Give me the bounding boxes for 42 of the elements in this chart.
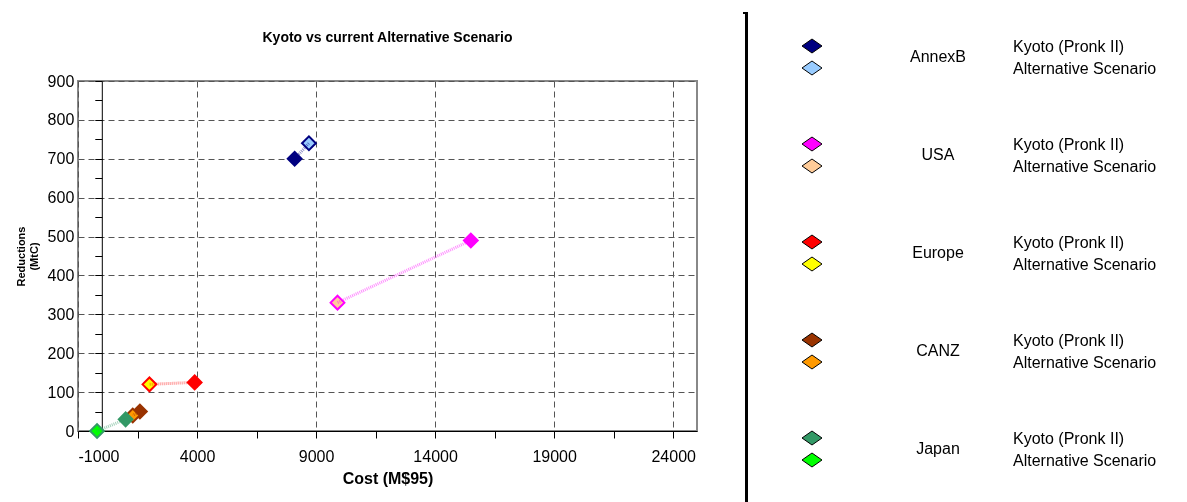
x-tick-label: 9000 xyxy=(298,447,335,465)
chart-title: Kyoto vs current Alternative Scenario xyxy=(262,29,513,45)
text: Alternative Scenario xyxy=(1013,256,1157,273)
point xyxy=(286,150,303,167)
y-tick-label: 0 xyxy=(65,422,75,440)
text: Alternative Scenario xyxy=(1013,157,1157,177)
text: Kyoto (Pronk II) xyxy=(1013,234,1125,251)
y-tick-label: 900 xyxy=(47,72,75,90)
text: Alternative Scenario xyxy=(1013,354,1157,371)
text: Kyoto (Pronk II) xyxy=(1013,38,1125,55)
text: Kyoto (Pronk II) xyxy=(1013,430,1125,447)
y-tick-label: 200 xyxy=(47,344,75,362)
y-tick-label: 100 xyxy=(47,383,75,401)
text: Alternative Scenario xyxy=(1013,60,1157,77)
text: Japan xyxy=(916,440,960,457)
text: Kyoto (Pronk II) xyxy=(1013,332,1125,349)
text: Kyoto (Pronk II) xyxy=(1013,135,1126,155)
text: AnnexB xyxy=(909,48,967,65)
x-tick-label: -1000 xyxy=(78,447,120,465)
text: Alternative Scenario xyxy=(1013,452,1157,469)
point xyxy=(89,423,105,439)
point xyxy=(301,135,317,152)
x-tick-label: 4000 xyxy=(179,447,216,465)
point xyxy=(186,374,203,391)
y-tick-label: 600 xyxy=(47,189,75,207)
point xyxy=(117,411,134,428)
text: CANZ xyxy=(916,342,960,359)
y-axis-title: Reductions (MtC) xyxy=(14,226,40,287)
y-tick-label: 700 xyxy=(47,150,75,168)
point xyxy=(462,232,479,249)
point xyxy=(141,376,158,393)
x-tick-label: 14000 xyxy=(413,447,458,465)
y-tick-label: 500 xyxy=(47,228,75,246)
y-tick-label: 300 xyxy=(47,305,75,323)
point xyxy=(329,294,346,311)
x-axis-title: Cost (M$95) xyxy=(342,469,434,487)
y-tick-label: 800 xyxy=(47,111,75,129)
text: USA xyxy=(921,146,955,163)
y-tick-label: 400 xyxy=(47,266,75,284)
x-tick-label: 19000 xyxy=(532,447,577,465)
x-tick-label: 24000 xyxy=(651,447,697,465)
text: Europe xyxy=(912,244,964,261)
